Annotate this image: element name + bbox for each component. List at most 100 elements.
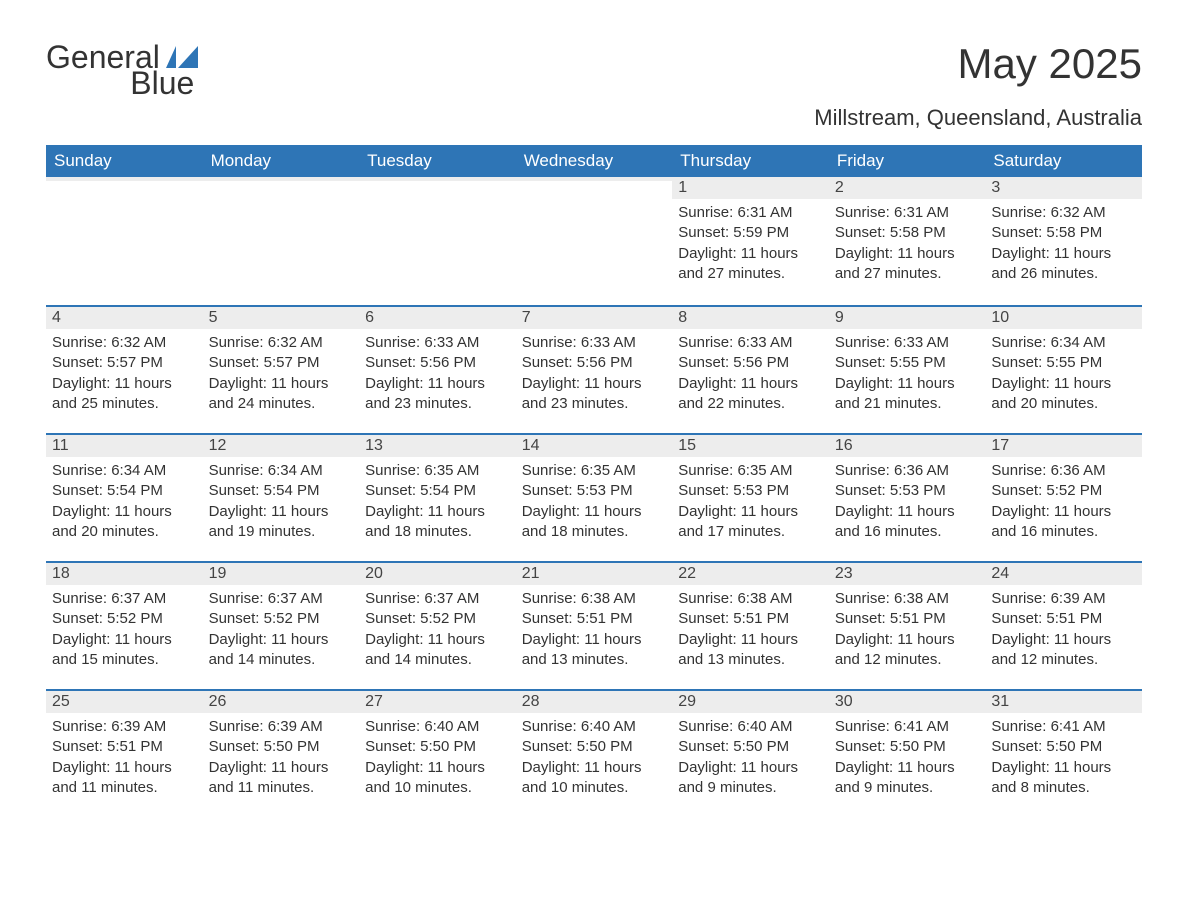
day-body: Sunrise: 6:35 AMSunset: 5:53 PMDaylight:… [516, 457, 673, 548]
sunset-text: Sunset: 5:56 PM [365, 353, 510, 373]
day-body: Sunrise: 6:33 AMSunset: 5:56 PMDaylight:… [672, 329, 829, 420]
sunrise-text: Sunrise: 6:40 AM [522, 717, 667, 737]
sunset-text: Sunset: 5:50 PM [209, 737, 354, 757]
day-header: Monday [203, 145, 360, 177]
daylight-text: Daylight: 11 hours and 19 minutes. [209, 502, 354, 543]
day-number: 2 [829, 177, 986, 199]
sunset-text: Sunset: 5:57 PM [52, 353, 197, 373]
daylight-text: Daylight: 11 hours and 24 minutes. [209, 374, 354, 415]
calendar-head: SundayMondayTuesdayWednesdayThursdayFrid… [46, 145, 1142, 177]
sunset-text: Sunset: 5:52 PM [209, 609, 354, 629]
sunrise-text: Sunrise: 6:39 AM [52, 717, 197, 737]
day-body: Sunrise: 6:37 AMSunset: 5:52 PMDaylight:… [359, 585, 516, 676]
sunset-text: Sunset: 5:50 PM [522, 737, 667, 757]
calendar-cell: 13Sunrise: 6:35 AMSunset: 5:54 PMDayligh… [359, 433, 516, 561]
day-body: Sunrise: 6:38 AMSunset: 5:51 PMDaylight:… [829, 585, 986, 676]
day-number: 3 [985, 177, 1142, 199]
day-number: 9 [829, 305, 986, 329]
calendar-cell: 12 Sunrise: 6:34 AMSunset: 5:54 PMDayligh… [203, 433, 360, 561]
day-number: 12 [203, 433, 360, 457]
day-body: Sunrise: 6:38 AMSunset: 5:51 PMDaylight:… [672, 585, 829, 676]
sunset-text: Sunset: 5:58 PM [835, 223, 980, 243]
day-header: Thursday [672, 145, 829, 177]
calendar-cell: 15Sunrise: 6:35 AMSunset: 5:53 PMDayligh… [672, 433, 829, 561]
day-number: 18 [46, 561, 203, 585]
day-number: 19 [203, 561, 360, 585]
daylight-text: Daylight: 11 hours and 15 minutes. [52, 630, 197, 671]
sunrise-text: Sunrise: 6:34 AM [209, 461, 354, 481]
sunrise-text: Sunrise: 6:37 AM [52, 589, 197, 609]
logo-word2: Blue [130, 65, 194, 101]
day-body: Sunrise: 6:39 AMSunset: 5:50 PMDaylight:… [203, 713, 360, 804]
sunrise-text: Sunrise: 6:40 AM [678, 717, 823, 737]
daylight-text: Daylight: 11 hours and 17 minutes. [678, 502, 823, 543]
sunrise-text: Sunrise: 6:38 AM [835, 589, 980, 609]
sunrise-text: Sunrise: 6:41 AM [835, 717, 980, 737]
calendar-cell: 16Sunrise: 6:36 AMSunset: 5:53 PMDayligh… [829, 433, 986, 561]
daylight-text: Daylight: 11 hours and 9 minutes. [835, 758, 980, 799]
day-body: Sunrise: 6:40 AMSunset: 5:50 PMDaylight:… [359, 713, 516, 804]
calendar-cell: 9Sunrise: 6:33 AMSunset: 5:55 PMDaylight… [829, 305, 986, 433]
day-body: Sunrise: 6:36 AMSunset: 5:52 PMDaylight:… [985, 457, 1142, 548]
sunrise-text: Sunrise: 6:34 AM [52, 461, 197, 481]
sunrise-text: Sunrise: 6:39 AM [991, 589, 1136, 609]
day-body: Sunrise: 6:32 AMSunset: 5:57 PMDaylight:… [203, 329, 360, 420]
sunset-text: Sunset: 5:50 PM [678, 737, 823, 757]
sunrise-text: Sunrise: 6:37 AM [209, 589, 354, 609]
sunset-text: Sunset: 5:51 PM [991, 609, 1136, 629]
location: Millstream, Queensland, Australia [46, 105, 1142, 131]
day-number: 13 [359, 433, 516, 457]
daylight-text: Daylight: 11 hours and 21 minutes. [835, 374, 980, 415]
sunset-text: Sunset: 5:50 PM [835, 737, 980, 757]
sunset-text: Sunset: 5:51 PM [678, 609, 823, 629]
daylight-text: Daylight: 11 hours and 14 minutes. [365, 630, 510, 671]
sunrise-text: Sunrise: 6:31 AM [835, 203, 980, 223]
sunset-text: Sunset: 5:50 PM [991, 737, 1136, 757]
day-number: 15 [672, 433, 829, 457]
sunset-text: Sunset: 5:51 PM [522, 609, 667, 629]
calendar-week: 11Sunrise: 6:34 AMSunset: 5:54 PMDayligh… [46, 433, 1142, 561]
day-number: 14 [516, 433, 673, 457]
calendar-cell: 21Sunrise: 6:38 AMSunset: 5:51 PMDayligh… [516, 561, 673, 689]
calendar-week: 1Sunrise: 6:31 AMSunset: 5:59 PMDaylight… [46, 177, 1142, 305]
sunrise-text: Sunrise: 6:41 AM [991, 717, 1136, 737]
day-number: 4 [46, 305, 203, 329]
sunset-text: Sunset: 5:58 PM [991, 223, 1136, 243]
calendar-cell [203, 177, 360, 305]
day-body: Sunrise: 6:37 AMSunset: 5:52 PMDaylight:… [203, 585, 360, 676]
daylight-text: Daylight: 11 hours and 26 minutes. [991, 244, 1136, 285]
calendar-body: 1Sunrise: 6:31 AMSunset: 5:59 PMDaylight… [46, 177, 1142, 817]
sunrise-text: Sunrise: 6:36 AM [991, 461, 1136, 481]
day-header: Friday [829, 145, 986, 177]
sunset-text: Sunset: 5:52 PM [365, 609, 510, 629]
sunset-text: Sunset: 5:57 PM [209, 353, 354, 373]
daylight-text: Daylight: 11 hours and 25 minutes. [52, 374, 197, 415]
sunset-text: Sunset: 5:54 PM [209, 481, 354, 501]
daylight-text: Daylight: 11 hours and 23 minutes. [365, 374, 510, 415]
sunset-text: Sunset: 5:56 PM [522, 353, 667, 373]
calendar-week: 18Sunrise: 6:37 AMSunset: 5:52 PMDayligh… [46, 561, 1142, 689]
header: General Blue May 2025 [46, 40, 1142, 99]
calendar-cell: 5Sunrise: 6:32 AMSunset: 5:57 PMDaylight… [203, 305, 360, 433]
day-body: Sunrise: 6:31 AMSunset: 5:59 PMDaylight:… [672, 199, 829, 290]
daylight-text: Daylight: 11 hours and 20 minutes. [52, 502, 197, 543]
calendar-cell: 8Sunrise: 6:33 AMSunset: 5:56 PMDaylight… [672, 305, 829, 433]
sunset-text: Sunset: 5:52 PM [52, 609, 197, 629]
day-number: 1 [672, 177, 829, 199]
daylight-text: Daylight: 11 hours and 22 minutes. [678, 374, 823, 415]
day-number: 30 [829, 689, 986, 713]
daylight-text: Daylight: 11 hours and 27 minutes. [678, 244, 823, 285]
day-body: Sunrise: 6:34 AMSunset: 5:55 PMDaylight:… [985, 329, 1142, 420]
sunrise-text: Sunrise: 6:32 AM [991, 203, 1136, 223]
calendar-week: 4Sunrise: 6:32 AMSunset: 5:57 PMDaylight… [46, 305, 1142, 433]
day-number: 11 [46, 433, 203, 457]
calendar-cell: 18 Sunrise: 6:37 AMSunset: 5:52 PMDayligh… [46, 561, 203, 689]
calendar-table: SundayMondayTuesdayWednesdayThursdayFrid… [46, 145, 1142, 817]
daylight-text: Daylight: 11 hours and 12 minutes. [835, 630, 980, 671]
logo: General Blue [46, 40, 198, 99]
calendar-cell: 20Sunrise: 6:37 AMSunset: 5:52 PMDayligh… [359, 561, 516, 689]
sunrise-text: Sunrise: 6:36 AM [835, 461, 980, 481]
sunset-text: Sunset: 5:50 PM [365, 737, 510, 757]
day-body: Sunrise: 6:35 AMSunset: 5:54 PMDaylight:… [359, 457, 516, 548]
day-header: Sunday [46, 145, 203, 177]
